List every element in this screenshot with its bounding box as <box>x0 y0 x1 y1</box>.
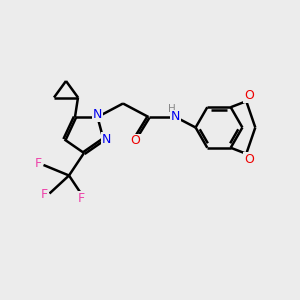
Text: H: H <box>168 104 176 115</box>
Text: N: N <box>93 108 102 122</box>
Text: F: F <box>34 157 42 170</box>
Text: N: N <box>102 133 111 146</box>
Text: O: O <box>244 89 254 102</box>
Text: O: O <box>244 153 254 166</box>
Text: N: N <box>171 110 180 124</box>
Text: F: F <box>40 188 48 202</box>
Text: O: O <box>130 134 140 148</box>
Text: F: F <box>78 192 85 206</box>
